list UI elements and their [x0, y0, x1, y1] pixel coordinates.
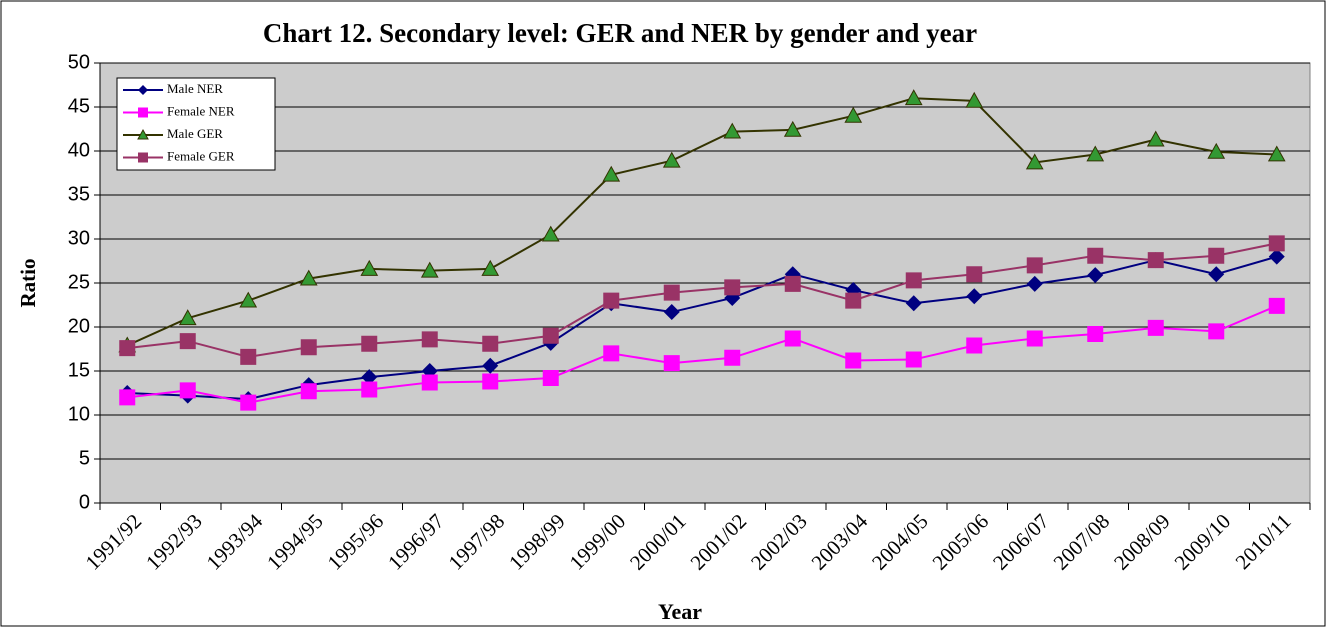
marker	[178, 309, 197, 326]
marker	[904, 89, 923, 106]
marker	[602, 165, 621, 182]
marker	[966, 288, 983, 305]
marker	[844, 106, 863, 123]
y-tick-label: 0	[79, 491, 90, 513]
marker	[783, 120, 802, 137]
series-line	[127, 242, 1277, 358]
marker	[1208, 247, 1225, 264]
marker	[138, 107, 148, 118]
marker	[603, 345, 620, 362]
marker	[300, 339, 317, 356]
y-tick-label: 20	[68, 315, 90, 337]
chart-title: Chart 12. Secondary level: GER and NER b…	[263, 18, 977, 48]
marker	[1208, 323, 1225, 340]
y-tick-label: 50	[68, 51, 90, 73]
marker	[240, 394, 257, 411]
marker	[662, 151, 681, 168]
marker	[119, 389, 136, 406]
marker	[138, 85, 148, 95]
legend-label: Female NER	[167, 103, 235, 118]
legend-label: Male GER	[167, 126, 223, 141]
marker	[1146, 130, 1165, 147]
y-tick-label: 15	[68, 359, 90, 381]
marker	[542, 370, 559, 387]
marker	[1268, 297, 1285, 314]
marker	[1087, 267, 1104, 284]
marker	[119, 340, 136, 357]
marker	[1267, 145, 1286, 162]
marker	[360, 259, 379, 276]
marker	[179, 382, 196, 399]
marker	[1147, 252, 1164, 269]
marker	[138, 152, 148, 163]
marker	[299, 269, 318, 286]
marker	[1086, 145, 1105, 162]
series-line	[127, 304, 1278, 404]
y-tick-label: 45	[68, 95, 90, 117]
marker	[966, 337, 983, 354]
marker	[845, 292, 862, 309]
marker	[1087, 247, 1104, 264]
y-tick-label: 40	[68, 139, 90, 161]
marker	[361, 381, 378, 398]
y-tick-label: 25	[68, 271, 90, 293]
marker	[663, 304, 680, 321]
marker	[905, 351, 922, 368]
marker	[421, 331, 438, 348]
y-tick-label: 5	[79, 447, 90, 469]
y-tick-label: 35	[68, 183, 90, 205]
marker	[966, 266, 983, 283]
marker	[421, 374, 438, 391]
y-axis-label: Ratio	[16, 259, 40, 308]
marker	[1026, 330, 1043, 347]
marker	[482, 357, 499, 374]
marker	[541, 225, 560, 242]
marker	[240, 348, 257, 365]
x-axis-label: Year	[658, 599, 702, 624]
marker	[663, 284, 680, 301]
marker	[300, 383, 317, 400]
marker	[137, 128, 149, 140]
marker	[361, 335, 378, 352]
marker	[420, 261, 439, 278]
marker	[1208, 266, 1225, 283]
marker	[1026, 275, 1043, 292]
marker	[724, 279, 741, 296]
marker	[1147, 319, 1164, 336]
legend: Male NER Female NER Male GER Female GER	[116, 77, 276, 171]
marker	[784, 330, 801, 347]
legend-label: Male NER	[167, 81, 223, 96]
marker	[784, 275, 801, 292]
marker	[542, 327, 559, 344]
marker	[239, 291, 258, 308]
series-line	[126, 97, 1277, 347]
marker	[724, 349, 741, 366]
marker	[481, 259, 500, 276]
legend-label: Female GER	[167, 148, 235, 163]
marker	[1025, 153, 1044, 170]
y-tick-label: 30	[68, 227, 90, 249]
marker	[603, 292, 620, 309]
marker	[663, 355, 680, 372]
marker	[723, 122, 742, 139]
marker	[1268, 248, 1285, 265]
marker	[845, 352, 862, 369]
marker	[1207, 142, 1226, 159]
marker	[905, 272, 922, 289]
marker	[1268, 235, 1285, 252]
marker	[179, 333, 196, 350]
marker	[905, 295, 922, 312]
y-tick-label: 10	[68, 403, 90, 425]
marker	[965, 91, 984, 108]
marker	[1087, 326, 1104, 343]
series-line	[127, 255, 1278, 401]
marker	[482, 335, 499, 352]
marker	[1026, 257, 1043, 274]
marker	[482, 373, 499, 390]
marker	[361, 369, 378, 386]
